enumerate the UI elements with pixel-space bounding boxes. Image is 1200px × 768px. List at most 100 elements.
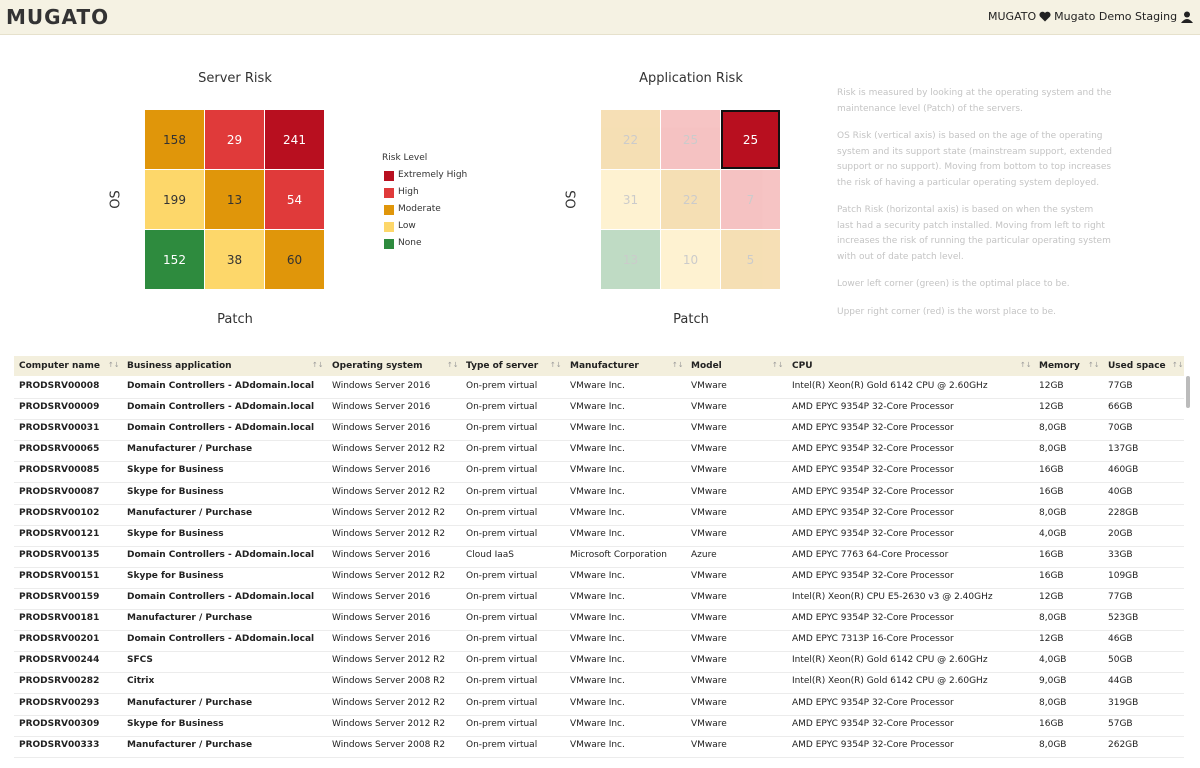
table-cell: On-prem virtual [466, 718, 538, 729]
heatmap-cell[interactable]: 54 [265, 170, 324, 229]
heatmap-cell[interactable]: 152 [145, 230, 204, 289]
column-header[interactable]: CPU [792, 361, 813, 371]
table-cell[interactable]: PRODSRV00135 [19, 549, 100, 560]
table-cell[interactable]: PRODSRV00087 [19, 486, 100, 497]
table-cell: 8,0GB [1039, 507, 1067, 518]
table-cell[interactable]: PRODSRV00065 [19, 444, 100, 455]
sort-icon[interactable]: ↑↓ [447, 361, 459, 369]
table-cell: AMD EPYC 7313P 16-Core Processor [792, 634, 954, 645]
table-cell: VMware Inc. [570, 592, 625, 602]
column-header[interactable]: Business application [127, 361, 232, 371]
heatmap-cell[interactable]: 7 [721, 170, 780, 229]
row-divider [14, 630, 1184, 632]
table-cell[interactable]: PRODSRV00085 [19, 465, 100, 476]
sort-icon[interactable]: ↑↓ [108, 361, 120, 369]
heatmap-cell[interactable]: 22 [601, 110, 660, 169]
table-cell: Windows Server 2012 R2 [332, 655, 446, 666]
heatmap-cell[interactable]: 199 [145, 170, 204, 229]
table-cell[interactable]: PRODSRV00309 [19, 718, 100, 729]
sort-icon[interactable]: ↑↓ [550, 361, 562, 369]
table-cell: VMware Inc. [570, 402, 625, 413]
table-cell: AMD EPYC 9354P 32-Core Processor [792, 444, 954, 455]
table-cell: AMD EPYC 7763 64-Core Processor [792, 549, 949, 560]
table-cell: Citrix [127, 676, 155, 687]
y-axis-label: OS [108, 190, 124, 209]
column-header[interactable]: Used space [1108, 361, 1166, 371]
table-cell[interactable]: PRODSRV00008 [19, 381, 100, 391]
table-cell: On-prem virtual [466, 634, 538, 645]
table-cell: On-prem virtual [466, 570, 538, 581]
table-header [14, 356, 1184, 376]
legend-label: None [398, 238, 422, 248]
heatmap-cell[interactable]: 10 [661, 230, 720, 289]
table-cell: Manufacturer / Purchase [127, 613, 253, 624]
column-header[interactable]: Type of server [466, 361, 539, 371]
heatmap-cell[interactable]: 241 [265, 110, 324, 169]
table-cell[interactable]: PRODSRV00181 [19, 613, 100, 624]
table-cell: Manufacturer / Purchase [127, 507, 253, 518]
column-header[interactable]: Computer name [19, 361, 100, 371]
table-cell: AMD EPYC 9354P 32-Core Processor [792, 697, 954, 708]
sort-icon[interactable]: ↑↓ [772, 361, 784, 369]
table-cell: 262GB [1108, 739, 1139, 750]
row-divider [14, 566, 1184, 568]
table-cell[interactable]: PRODSRV00293 [19, 697, 100, 708]
column-header[interactable]: Manufacturer [570, 361, 639, 371]
sort-icon[interactable]: ↑↓ [1020, 361, 1032, 369]
user-icon[interactable] [1181, 11, 1193, 23]
table-cell: Windows Server 2012 R2 [332, 507, 446, 518]
table-cell: 523GB [1108, 613, 1139, 624]
column-header[interactable]: Memory [1039, 361, 1080, 371]
table-cell: 9,0GB [1039, 676, 1067, 687]
heatmap-cell[interactable]: 60 [265, 230, 324, 289]
account-menu[interactable]: MUGATO Mugato Demo Staging [988, 10, 1177, 23]
column-header[interactable]: Operating system [332, 361, 423, 371]
table-cell[interactable]: PRODSRV00282 [19, 676, 100, 687]
table-cell[interactable]: PRODSRV00159 [19, 592, 100, 602]
table-cell: 4,0GB [1039, 528, 1067, 539]
heatmap-cell[interactable]: 38 [205, 230, 264, 289]
sort-icon[interactable]: ↑↓ [672, 361, 684, 369]
table-cell[interactable]: PRODSRV00244 [19, 655, 100, 666]
sort-icon[interactable]: ↑↓ [1172, 361, 1184, 369]
table-cell: VMware Inc. [570, 528, 625, 539]
heatmap-cell[interactable]: 5 [721, 230, 780, 289]
table-cell: Windows Server 2016 [332, 381, 431, 391]
table-cell: 12GB [1039, 402, 1064, 413]
table-cell: Windows Server 2016 [332, 423, 431, 434]
heatmap-cell[interactable]: 25 [661, 110, 720, 169]
table-cell[interactable]: PRODSRV00102 [19, 507, 100, 518]
table-cell[interactable]: PRODSRV00201 [19, 634, 100, 645]
heatmap-cell[interactable]: 13 [205, 170, 264, 229]
table-cell[interactable]: PRODSRV00031 [19, 423, 100, 434]
scrollbar[interactable] [1186, 376, 1190, 408]
table-cell[interactable]: PRODSRV00333 [19, 739, 100, 750]
table-cell: Windows Server 2012 R2 [332, 697, 446, 708]
table-cell: VMware [691, 739, 727, 750]
heatmap-cell[interactable]: 29 [205, 110, 264, 169]
sort-icon[interactable]: ↑↓ [1088, 361, 1100, 369]
heatmap-cell[interactable]: 31 [601, 170, 660, 229]
legend-swatch [384, 188, 394, 198]
table-cell: Skype for Business [127, 570, 224, 581]
sort-icon[interactable]: ↑↓ [312, 361, 324, 369]
logo[interactable]: MUGATO [6, 5, 110, 29]
column-header[interactable]: Model [691, 361, 722, 371]
heatmap-cell[interactable]: 25 [721, 110, 780, 169]
table-cell: 77GB [1108, 592, 1133, 602]
table-cell: On-prem virtual [466, 676, 538, 687]
table-cell: AMD EPYC 9354P 32-Core Processor [792, 465, 954, 476]
table-cell[interactable]: PRODSRV00121 [19, 528, 100, 539]
table-cell: Domain Controllers - ADdomain.local [127, 402, 315, 413]
table-cell: On-prem virtual [466, 381, 538, 391]
table-cell: VMware Inc. [570, 697, 625, 708]
table-cell: 70GB [1108, 423, 1133, 434]
table-cell[interactable]: PRODSRV00009 [19, 402, 100, 413]
heatmap-cell[interactable]: 22 [661, 170, 720, 229]
heart-icon [1039, 11, 1051, 22]
heatmap-cell[interactable]: 158 [145, 110, 204, 169]
table-cell: 16GB [1039, 570, 1064, 581]
table-cell: VMware Inc. [570, 423, 625, 434]
table-cell[interactable]: PRODSRV00151 [19, 570, 100, 581]
heatmap-cell[interactable]: 13 [601, 230, 660, 289]
